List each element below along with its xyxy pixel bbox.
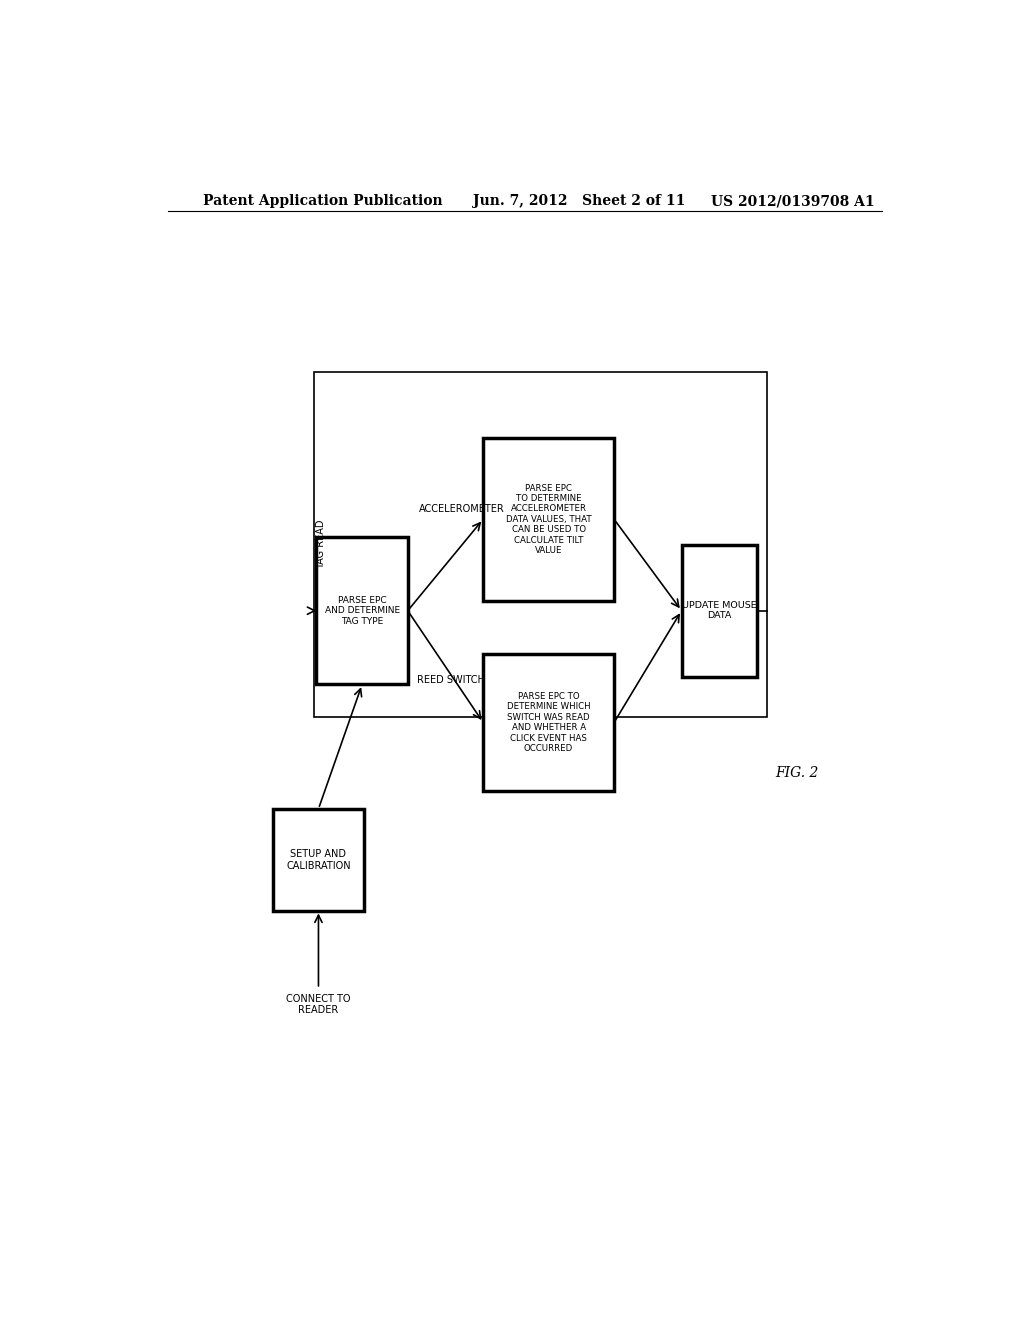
Text: UPDATE MOUSE
DATA: UPDATE MOUSE DATA bbox=[682, 601, 757, 620]
Bar bbox=[483, 438, 614, 601]
Text: PARSE EPC
TO DETERMINE
ACCELEROMETER
DATA VALUES, THAT
CAN BE USED TO
CALCULATE : PARSE EPC TO DETERMINE ACCELEROMETER DAT… bbox=[506, 483, 592, 554]
Text: SETUP AND
CALIBRATION: SETUP AND CALIBRATION bbox=[286, 849, 351, 870]
Bar bbox=[316, 537, 408, 684]
Text: PARSE EPC TO
DETERMINE WHICH
SWITCH WAS READ
AND WHETHER A
CLICK EVENT HAS
OCCUR: PARSE EPC TO DETERMINE WHICH SWITCH WAS … bbox=[507, 692, 591, 752]
Bar bbox=[682, 545, 757, 677]
Bar bbox=[483, 653, 614, 791]
Text: ACCELEROMETER: ACCELEROMETER bbox=[419, 504, 504, 515]
Text: Jun. 7, 2012   Sheet 2 of 11: Jun. 7, 2012 Sheet 2 of 11 bbox=[473, 194, 686, 209]
Text: Patent Application Publication: Patent Application Publication bbox=[204, 194, 443, 209]
Text: REED SWITCH: REED SWITCH bbox=[417, 675, 485, 685]
Text: PARSE EPC
AND DETERMINE
TAG TYPE: PARSE EPC AND DETERMINE TAG TYPE bbox=[325, 595, 399, 626]
Bar bbox=[314, 372, 767, 718]
Bar bbox=[272, 809, 365, 911]
Text: FIG. 2: FIG. 2 bbox=[775, 767, 818, 780]
Text: CONNECT TO
READER: CONNECT TO READER bbox=[287, 994, 350, 1015]
Text: US 2012/0139708 A1: US 2012/0139708 A1 bbox=[712, 194, 874, 209]
Text: TAG READ: TAG READ bbox=[315, 520, 326, 569]
